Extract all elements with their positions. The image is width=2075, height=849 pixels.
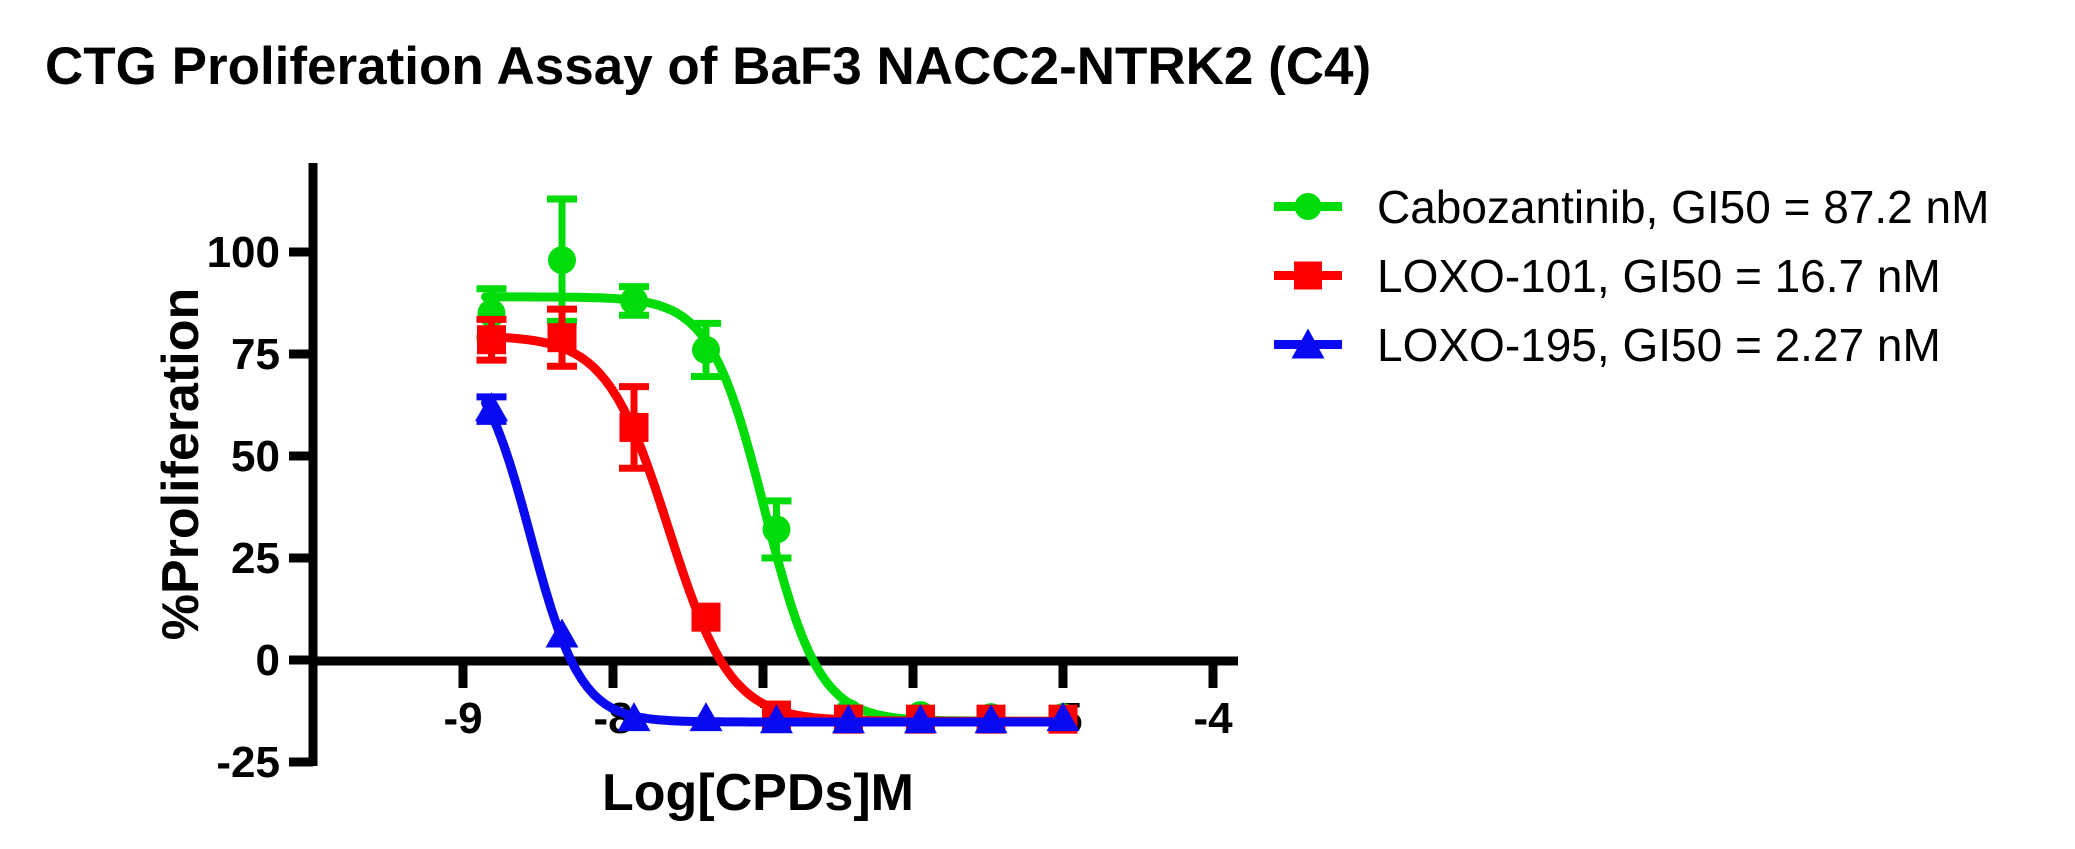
legend-marker-triangle [1274, 328, 1342, 359]
x-tick-label: -9 [443, 694, 482, 743]
y-tick-label: 75 [231, 330, 280, 379]
data-point [760, 704, 793, 734]
x-axis-title: Log[CPDs]M [602, 764, 914, 822]
data-point [904, 704, 937, 734]
y-tick-label: -25 [216, 738, 280, 787]
data-point [477, 325, 506, 355]
y-axis-title: %Proliferation [152, 287, 210, 641]
legend-label: LOXO-101, GI50 = 16.7 nM [1377, 249, 1941, 302]
data-point [475, 392, 508, 422]
legend-entry: LOXO-195, GI50 = 2.27 nM [1272, 316, 1989, 373]
fit-curve [481, 398, 1066, 727]
legend-entry: Cabozantinib, GI50 = 87.2 nM [1272, 178, 1989, 235]
data-point [689, 702, 723, 732]
data-point [974, 704, 1008, 734]
legend: Cabozantinib, GI50 = 87.2 nM LOXO-101, G… [1272, 178, 1989, 373]
y-tick-label: 50 [231, 432, 280, 481]
y-tick-label: 100 [207, 228, 280, 277]
legend-marker-circle [1274, 193, 1342, 220]
data-point [762, 515, 791, 544]
y-tick-label: 0 [256, 636, 280, 685]
data-point [620, 286, 648, 315]
legend-marker-square [1274, 261, 1342, 290]
data-point [545, 618, 579, 648]
data-point [548, 246, 576, 275]
legend-label: Cabozantinib, GI50 = 87.2 nM [1377, 180, 1990, 233]
legend-entry: LOXO-101, GI50 = 16.7 nM [1272, 247, 1989, 304]
data-point [1046, 702, 1080, 732]
axes [289, 163, 1238, 767]
legend-label: LOXO-195, GI50 = 2.27 nM [1377, 318, 1941, 371]
chart-title: CTG Proliferation Assay of BaF3 NACC2-NT… [45, 37, 1372, 96]
data-point [832, 704, 865, 734]
data-point [617, 702, 651, 732]
y-tick-label: 25 [231, 534, 280, 583]
data-point [692, 335, 720, 364]
data-point [547, 323, 577, 353]
x-tick-label: -4 [1193, 694, 1233, 743]
data-point [691, 602, 721, 632]
data-point [619, 412, 649, 442]
series-loxo-195 [475, 392, 1080, 734]
